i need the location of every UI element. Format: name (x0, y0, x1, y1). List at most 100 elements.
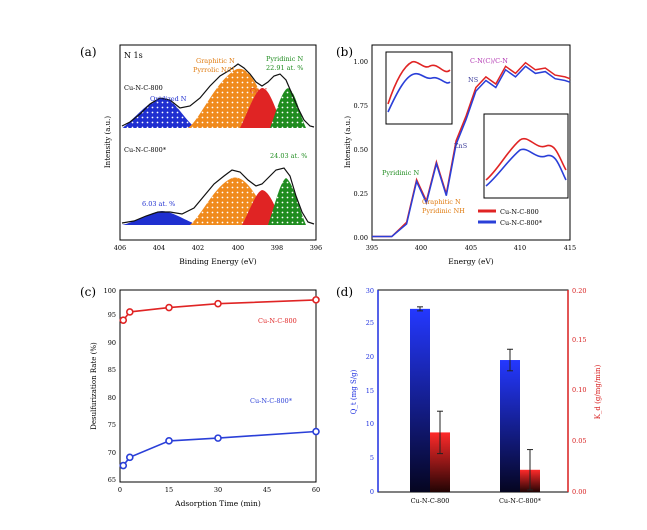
inset-left-red-line (387, 60, 451, 105)
legend-label-blue: Cu-N-C-800* (500, 219, 543, 227)
inset-right-red-line (485, 137, 567, 181)
panel-d-bars (410, 306, 540, 492)
rate-point (214, 299, 222, 308)
panel-c-xtick: 45 (263, 486, 271, 494)
panel-a-label: (a) (80, 45, 97, 59)
rate-point (312, 296, 320, 304)
panel-a-xlabel: Binding Energy (eV) (179, 257, 256, 266)
label-pyridinic: Pyridinic N (266, 55, 303, 63)
panel-c-series (119, 296, 320, 470)
panel-d-ytick-left: 25 (366, 319, 374, 327)
panel-b-inset-left (385, 51, 453, 125)
panel-d-ytick-left: 0 (370, 488, 374, 496)
sample-top-label: Cu-N-C-800 (124, 84, 163, 92)
panel-c-ytick: 95 (108, 311, 116, 319)
panel-d-ytick-right: 0.00 (572, 488, 586, 496)
panel-d-category: Cu-N-C-800* (499, 497, 542, 505)
panel-d-ytick-right: 0.15 (572, 336, 586, 344)
panel-a-xtick: 406 (114, 244, 126, 252)
panel-c-ylabel: Desulfurization Rate (%) (90, 342, 98, 430)
label-oxidized: Oxidized N (150, 95, 187, 103)
legend-label-red: Cu-N-C-800 (500, 208, 539, 216)
peak-pyridinic-bottom-dots (268, 178, 306, 225)
label-bottom-oxidized-pct: 6.03 at. % (142, 200, 175, 208)
panel-a-xtick: 398 (271, 244, 283, 252)
spectrum-top (121, 63, 315, 128)
label-bottom-pyridinic-pct: 24.03 at. % (270, 152, 307, 160)
label-pyridinic-nh: Pyridinic NH (422, 207, 465, 215)
envelope-bottom (121, 167, 315, 225)
label-pyrrolic: Pyrrolic N/H (193, 66, 235, 74)
panel-a-ylabel: Intensity (a.u.) (104, 116, 112, 168)
panel-b-ylabel: Intensity (a.u.) (344, 116, 352, 168)
panel-d-ytick-left: 20 (366, 353, 374, 361)
spectrum-bottom (121, 167, 315, 225)
panel-c-yticks: 65 70 75 80 85 90 95 100 (104, 287, 116, 484)
rate-point (119, 461, 128, 470)
series-label-bottom: Cu-N-C-800* (250, 397, 293, 405)
panel-d-frame (377, 289, 569, 493)
panel-d-ytick-left: 10 (366, 420, 374, 428)
panel-d-ylabel-right: K_d (g/mg/min) (594, 364, 602, 419)
panel-c-ytick: 65 (108, 476, 116, 484)
panel-b-label: (b) (336, 45, 353, 59)
panel-c-ytick: 90 (108, 339, 116, 347)
rate-point (119, 316, 128, 324)
panel-c-xtick: 30 (214, 486, 222, 494)
qt-bar (410, 308, 430, 492)
panel-b-xtick: 415 (564, 244, 576, 252)
spectrum-line-blue (372, 65, 571, 238)
panel-b-xtick: 410 (514, 244, 526, 252)
panel-b-legend: Cu-N-C-800 Cu-N-C-800* (478, 208, 543, 227)
label-cn: C-N(C)/C-N (470, 57, 508, 65)
spectrum-line-red (372, 61, 571, 238)
panel-b: (b) C-N(C)/C-N NS ZnS Pyridinic N Graphi… (336, 44, 576, 266)
panel-d-ytick-left: 30 (366, 287, 374, 295)
panel-b-xtick: 400 (415, 244, 427, 252)
panel-c-ytick: 80 (108, 394, 116, 402)
sample-bottom-label: Cu-N-C-800* (124, 146, 167, 154)
panel-d-yticks-left: 0 5 10 15 20 25 30 (366, 287, 374, 496)
panel-c-xtick: 0 (118, 486, 122, 494)
panel-b-inset-right (483, 113, 569, 199)
kd-bar (430, 432, 450, 492)
panel-b-ytick: 1.00 (354, 58, 368, 66)
panel-c-label: (c) (80, 285, 96, 299)
rate-point (126, 453, 134, 462)
panel-a: (a) N 1s Cu-N-C-800 Cu-N-C-800* Oxidized (80, 44, 322, 266)
panel-b-ytick: 0.00 (354, 234, 368, 242)
inset-right-frame (483, 113, 569, 199)
panel-a-xtick: 400 (232, 244, 244, 252)
rate-point (214, 434, 222, 442)
rate-point (312, 427, 320, 436)
label-top-cun: Cu-N (250, 87, 267, 95)
label-pyridinic-b: Pyridinic N (382, 169, 419, 177)
panel-b-xticks: 395 400 405 410 415 (366, 244, 576, 252)
label-graphitic: Graphitic N (196, 57, 235, 65)
panel-c-xticks: 0 15 30 45 60 (118, 486, 320, 494)
label-zn: ZnS (454, 142, 467, 150)
label-top-pyridinic-pct: 22.91 at. % (266, 64, 303, 72)
rate-point (126, 308, 134, 316)
envelope-top (121, 63, 315, 128)
panel-d: (d) 0 5 10 15 20 25 30 0.00 0.05 0.10 0.… (336, 285, 602, 505)
label-graphitic-b: Graphitic N (422, 198, 461, 206)
panel-b-xtick: 405 (465, 244, 477, 252)
peak-cun-top (240, 88, 284, 128)
panel-c-ytick: 75 (108, 421, 116, 429)
peak-oxidized-top-dots (122, 97, 196, 128)
inset-right-blue-line (485, 148, 567, 187)
peak-oxidized-bottom (122, 211, 198, 225)
panel-a-xticks: 406 404 402 400 398 396 (114, 244, 322, 252)
panel-d-ytick-left: 15 (366, 387, 374, 395)
panel-b-series (372, 61, 571, 238)
rate-point (165, 437, 173, 445)
panel-d-category: Cu-N-C-800 (411, 497, 450, 505)
panel-c: (c) Cu-N-C-800 Cu-N-C-800* 0 15 30 45 60… (80, 285, 320, 508)
panel-d-categories: Cu-N-C-800 Cu-N-C-800* (411, 497, 542, 505)
panel-b-frame (371, 44, 571, 241)
rate-point (165, 303, 173, 312)
panel-d-label: (d) (336, 285, 353, 299)
panel-a-xtick: 404 (153, 244, 165, 252)
panel-d-ytick-right: 0.10 (572, 386, 586, 394)
